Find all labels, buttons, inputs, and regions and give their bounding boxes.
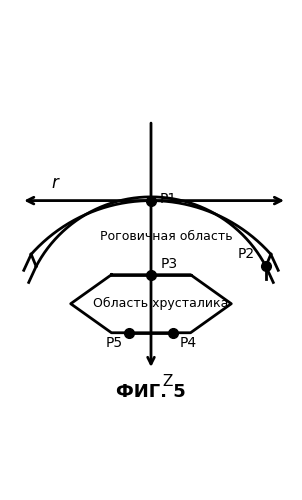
Text: P3: P3 bbox=[161, 257, 178, 271]
Text: ФИГ. 5: ФИГ. 5 bbox=[116, 384, 186, 402]
Text: P2: P2 bbox=[238, 248, 255, 262]
Text: P4: P4 bbox=[179, 336, 197, 350]
Text: Z: Z bbox=[162, 374, 172, 388]
Text: P1: P1 bbox=[160, 192, 177, 206]
Text: r: r bbox=[51, 174, 58, 192]
Text: Роговичная область: Роговичная область bbox=[100, 230, 232, 243]
Text: Область хрусталика: Область хрусталика bbox=[93, 296, 229, 310]
Text: P5: P5 bbox=[105, 336, 123, 350]
